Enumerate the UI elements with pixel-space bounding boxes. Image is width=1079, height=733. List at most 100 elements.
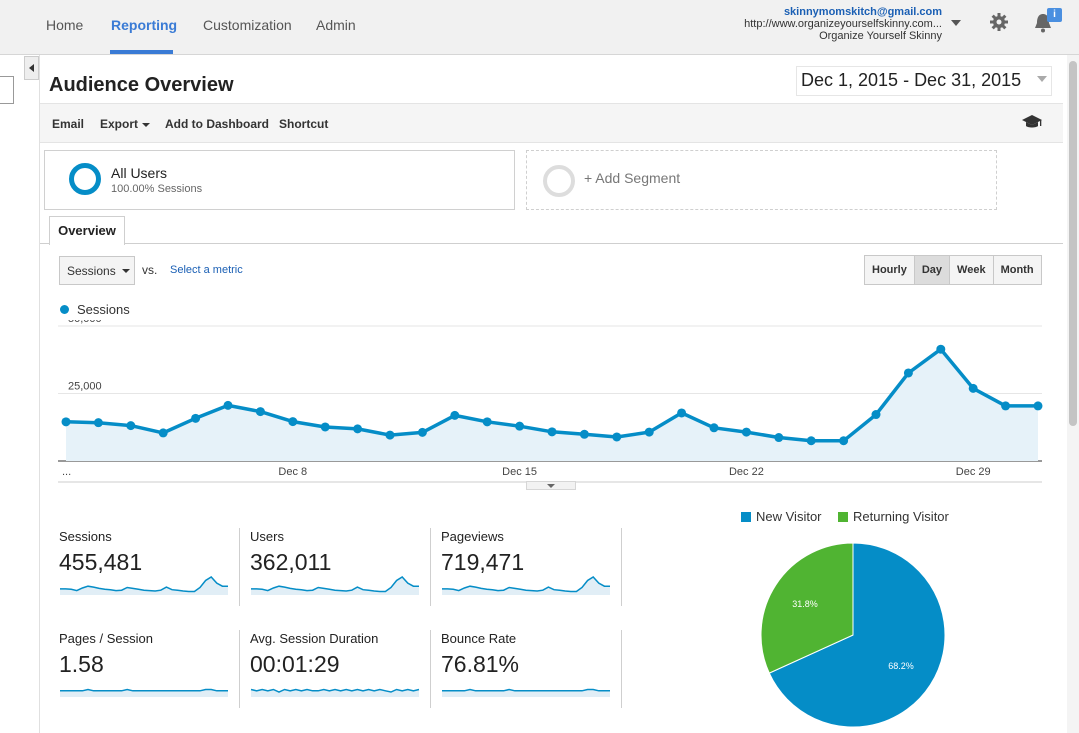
visitor-type-pie-chart: 68.2% 31.8% <box>760 542 946 728</box>
shortcut-button[interactable]: Shortcut <box>279 117 329 131</box>
data-point <box>644 427 654 437</box>
sidebar-collapse-button[interactable] <box>24 56 39 80</box>
sparkline <box>442 576 610 595</box>
nav-admin[interactable]: Admin <box>316 17 356 33</box>
pie-legend-label: New Visitor <box>756 509 822 524</box>
scorecard-label: Sessions <box>59 529 112 544</box>
sessions-line-chart: 25,000 50,000... Dec 8 Dec 15 Dec 22 Dec 29 <box>58 320 1043 483</box>
granularity-day[interactable]: Day <box>914 256 951 284</box>
add-to-dashboard-button[interactable]: Add to Dashboard <box>165 117 269 131</box>
scorecard-label: Avg. Session Duration <box>250 631 379 646</box>
notification-badge[interactable]: i <box>1047 8 1062 22</box>
scorecard-divider <box>239 630 240 708</box>
metric-dropdown[interactable]: Sessions <box>59 256 135 285</box>
data-point <box>320 422 330 432</box>
top-nav-bar: Home Reporting Customization Admin skinn… <box>0 0 1079 55</box>
date-range-picker[interactable]: Dec 1, 2015 - Dec 31, 2015 <box>796 66 1052 96</box>
account-dropdown-icon[interactable] <box>951 20 961 26</box>
pie-value-label: 68.2% <box>888 661 914 671</box>
sparkline <box>250 688 420 697</box>
data-point <box>936 344 946 354</box>
chevron-down-icon <box>122 269 130 273</box>
scorecard-value: 76.81% <box>441 651 520 677</box>
data-point <box>806 436 816 446</box>
data-point <box>677 408 687 418</box>
x-tick-label: ... <box>62 466 71 478</box>
add-segment-button[interactable]: + Add Segment <box>526 150 997 210</box>
scorecard-value: 362,011 <box>250 549 332 575</box>
chart-resize-handle[interactable] <box>526 481 576 490</box>
scorecard-bounce-rate: Bounce Rate 76.81% <box>441 631 621 711</box>
nav-reporting[interactable]: Reporting <box>111 17 178 33</box>
data-point <box>288 417 298 427</box>
scorecard-divider <box>430 630 431 708</box>
scorecard-divider <box>621 528 622 606</box>
chevron-down-icon[interactable] <box>1037 76 1047 82</box>
page-title: Audience Overview <box>49 74 234 96</box>
vs-label: vs. <box>142 263 158 277</box>
scorecard-label: Users <box>250 529 284 544</box>
scorecard-label: Bounce Rate <box>441 631 517 646</box>
sparkline-line <box>442 688 610 692</box>
granularity-week[interactable]: Week <box>950 256 994 284</box>
sparkline-line <box>60 688 228 692</box>
scorecard-divider <box>239 528 240 606</box>
legend-swatch <box>838 512 848 522</box>
segment-all-users[interactable]: All Users 100.00% Sessions <box>44 150 515 210</box>
export-button[interactable]: Export <box>100 117 151 131</box>
sparkline-line <box>251 576 419 593</box>
account-property: Organize Yourself Skinny <box>819 30 942 42</box>
data-point <box>839 436 849 446</box>
account-selector[interactable]: skinnymomskitch@gmail.com http://www.org… <box>744 6 942 42</box>
data-point <box>255 407 265 417</box>
x-tick-label: Dec 8 <box>278 466 307 478</box>
pie-legend-new: New Visitor <box>741 509 822 524</box>
sparkline <box>60 688 228 697</box>
y-tick-label: 50,000 <box>68 320 102 325</box>
tab-overview[interactable]: Overview <box>49 216 125 245</box>
scorecard-sessions: Sessions 455,481 <box>59 529 239 609</box>
scorecard-pageviews: Pageviews 719,471 <box>441 529 621 609</box>
nav-home[interactable]: Home <box>46 17 84 33</box>
chevron-down-icon <box>547 484 555 488</box>
data-point <box>774 433 784 443</box>
account-url: http://www.organizeyourselfskinny.com... <box>744 18 942 30</box>
data-point <box>417 427 427 437</box>
data-point <box>353 424 363 434</box>
data-point <box>515 421 525 431</box>
sparkline-area <box>251 577 419 595</box>
scorecard-divider <box>430 528 431 606</box>
pie-legend-returning: Returning Visitor <box>838 509 949 524</box>
nav-customization[interactable]: Customization <box>203 17 292 33</box>
sparkline <box>251 576 419 595</box>
data-point <box>1033 401 1043 411</box>
data-point <box>1001 401 1011 411</box>
graduation-cap-icon[interactable] <box>1021 114 1043 130</box>
sparkline-area <box>251 689 419 697</box>
email-button[interactable]: Email <box>52 117 85 131</box>
scorecard-value: 455,481 <box>59 549 143 575</box>
sparkline-area <box>60 577 228 595</box>
sidebar-search-input[interactable] <box>0 76 14 104</box>
pie-legend-label: Returning Visitor <box>853 509 949 524</box>
data-point <box>903 368 913 378</box>
data-point <box>93 418 103 428</box>
data-point <box>612 432 622 442</box>
select-metric-link[interactable]: Select a metric <box>170 264 243 276</box>
data-point <box>741 427 751 437</box>
metric-dropdown-value: Sessions <box>67 264 116 278</box>
scorecard-value: 00:01:29 <box>250 651 340 677</box>
pie-slice-returning-visitor <box>760 542 854 674</box>
chevron-left-icon <box>29 64 34 72</box>
x-tick-label: Dec 15 <box>502 466 537 478</box>
gear-icon[interactable] <box>989 12 1009 32</box>
granularity-hourly[interactable]: Hourly <box>865 256 915 284</box>
data-point <box>223 400 233 410</box>
scorecard-label: Pageviews <box>441 529 504 544</box>
data-point <box>482 417 492 427</box>
export-label: Export <box>100 117 139 131</box>
granularity-month[interactable]: Month <box>1000 264 1034 276</box>
page-scrollbar[interactable] <box>1067 55 1079 733</box>
scrollbar-thumb[interactable] <box>1069 61 1077 426</box>
add-segment-label: + Add Segment <box>584 170 681 186</box>
